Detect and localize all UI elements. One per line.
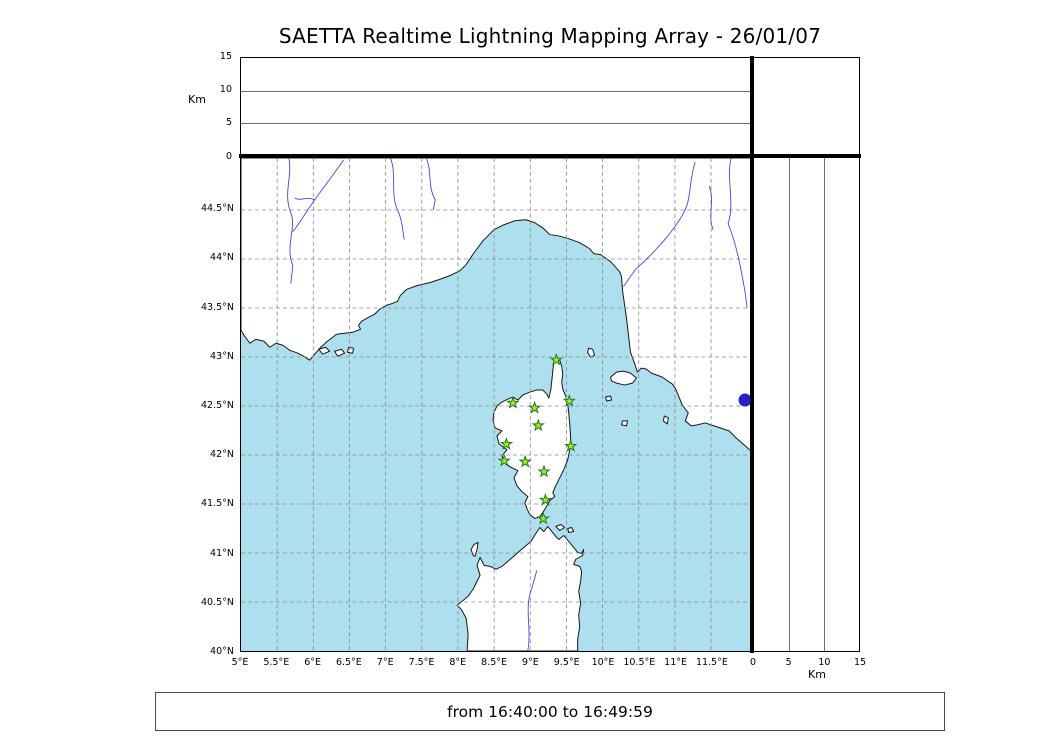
island-elba (610, 370, 637, 386)
altitude-tick-label: 5 (225, 117, 232, 129)
event-marker (738, 393, 752, 407)
map-gridlines (241, 158, 752, 651)
lat-tick-label: 41.5°N (200, 498, 234, 510)
lon-tick-label: 5°E (231, 657, 249, 668)
time-range-text: from 16:40:00 to 16:49:59 (447, 702, 653, 721)
river (527, 570, 538, 651)
station-marker (527, 400, 542, 414)
altitude-tick-label: 0 (225, 150, 232, 162)
lon-tick-label: 11.5°E (695, 657, 728, 668)
island-corsica (492, 355, 572, 520)
altitude-histogram-panel (753, 57, 860, 157)
river (708, 185, 714, 230)
lon-tick-label: 5.5°E (263, 657, 290, 668)
km-tick-label: 5 (785, 657, 792, 668)
station-marker (538, 492, 553, 506)
river-layer (287, 158, 748, 651)
axis-separator-horizontal (239, 154, 861, 158)
island-maddalena (555, 524, 566, 531)
lat-tick-label: 44.5°N (200, 203, 234, 215)
lon-tick-label: 9°E (521, 657, 539, 668)
lon-tick-label: 10.5°E (623, 657, 656, 668)
lat-tick-label: 41°N (210, 547, 234, 559)
status-bar: from 16:40:00 to 16:49:59 (155, 692, 945, 731)
lat-tick-label: 43.5°N (200, 301, 234, 313)
lon-tick-label: 8.5°E (481, 657, 508, 668)
altitude-axis-label: Km (188, 93, 206, 106)
lat-tick-label: 44°N (210, 252, 234, 264)
altitude-tick-label: 10 (219, 83, 232, 95)
island-hyeres-3 (347, 346, 355, 354)
station-marker (564, 439, 578, 452)
lat-tick-label: 40°N (210, 645, 234, 657)
km-gridline (788, 158, 790, 651)
land-layer (241, 158, 752, 651)
lon-tick-label: 8°E (449, 657, 467, 668)
altitude-gridline (241, 90, 752, 92)
coastline-mainland (241, 158, 752, 453)
river (389, 158, 405, 240)
island-capraia (587, 347, 596, 358)
river (294, 197, 315, 201)
island-caprera (567, 527, 575, 533)
station-marker (537, 464, 551, 478)
lat-tick-label: 43°N (210, 350, 234, 362)
lat-tick-label: 42°N (210, 449, 234, 461)
altitude-tick-label: 15 (219, 50, 232, 62)
station-marker (499, 437, 514, 450)
island-hyeres-1 (318, 346, 331, 355)
page-title: SAETTA Realtime Lightning Mapping Array … (278, 24, 822, 48)
river (727, 158, 748, 308)
lat-tick-label: 42.5°N (200, 399, 234, 411)
altitude-latitude-panel (753, 157, 860, 652)
lat-tick-label: 40.5°N (200, 596, 234, 608)
altitude-gridline (241, 123, 752, 125)
station-marker (506, 396, 520, 409)
km-gridline (823, 158, 825, 651)
island-giglio (662, 415, 669, 425)
km-tick-label: 0 (749, 657, 757, 668)
river (623, 161, 696, 287)
station-marker (518, 454, 532, 468)
island-montecristo (621, 420, 628, 427)
station-marker (536, 511, 550, 525)
station-marker (562, 393, 576, 407)
island-hyeres-2 (334, 348, 346, 357)
km-axis-label: Km (808, 668, 826, 681)
lon-tick-label: 11°E (664, 657, 688, 668)
km-tick-label: 15 (853, 657, 867, 668)
map-panel (240, 157, 753, 652)
lon-tick-label: 6°E (304, 657, 321, 668)
lon-tick-label: 6.5°E (335, 657, 362, 668)
station-marker (531, 418, 545, 432)
island-pianosa (605, 395, 613, 402)
lon-tick-label: 10°E (591, 657, 615, 668)
station-marker (497, 453, 511, 467)
station-marker (549, 352, 563, 366)
lon-tick-label: 7°E (376, 657, 394, 668)
station-layer (497, 352, 578, 525)
river (287, 158, 294, 284)
lon-tick-label: 7.5°E (408, 657, 435, 668)
axis-separator-vertical (750, 56, 754, 653)
km-tick-label: 10 (818, 657, 831, 668)
river (425, 158, 436, 210)
altitude-longitude-panel (240, 57, 753, 157)
lon-tick-label: 9.5°E (553, 657, 580, 668)
island-sardinia (456, 526, 585, 651)
map-canvas (241, 158, 752, 651)
